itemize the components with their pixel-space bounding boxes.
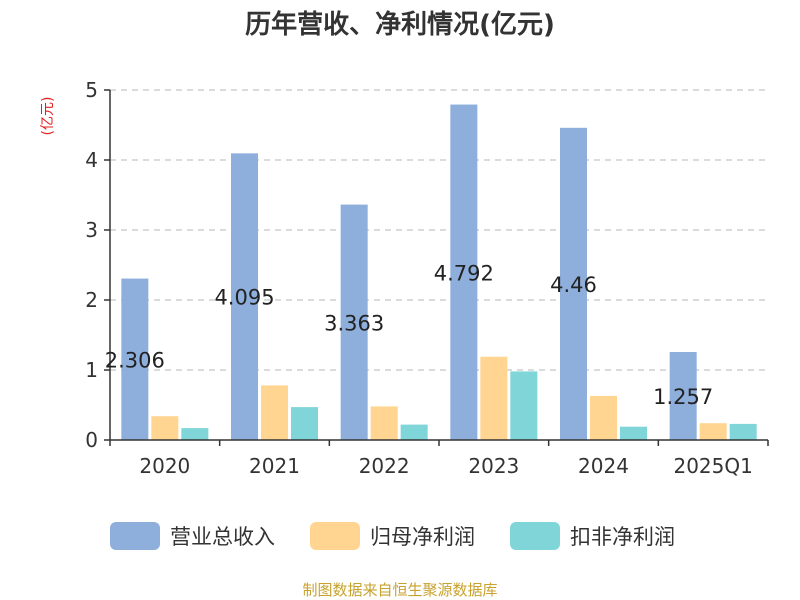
bar-series-3 bbox=[291, 407, 318, 440]
bar-series-1 bbox=[340, 204, 368, 440]
data-label: 1.257 bbox=[653, 385, 713, 409]
bar-series-3 bbox=[729, 423, 757, 440]
bar-series-3 bbox=[620, 426, 647, 440]
bar-series-1 bbox=[560, 127, 587, 441]
legend-swatch bbox=[110, 522, 160, 550]
y-tick-label: 5 bbox=[85, 78, 98, 102]
x-tick-label: 2023 bbox=[468, 454, 519, 478]
chart-title: 历年营收、净利情况(亿元) bbox=[245, 9, 555, 40]
bar-series-2 bbox=[699, 423, 727, 440]
bar-series-2 bbox=[480, 356, 508, 440]
legend-swatch bbox=[510, 522, 560, 550]
legend: 营业总收入 归母净利润 扣非净利润 bbox=[110, 522, 675, 550]
data-label: 4.46 bbox=[550, 273, 597, 297]
y-tick-label: 2 bbox=[85, 288, 98, 312]
data-label: 4.792 bbox=[434, 261, 494, 285]
data-label: 2.306 bbox=[105, 348, 165, 372]
bars bbox=[121, 104, 757, 441]
x-tick-label: 2020 bbox=[139, 454, 190, 478]
bar-series-1 bbox=[450, 104, 478, 440]
y-unit-label: (亿元) bbox=[40, 97, 56, 136]
bar-series-1 bbox=[231, 153, 258, 440]
data-label: 3.363 bbox=[324, 311, 384, 335]
bar-series-3 bbox=[181, 428, 209, 440]
bar-series-3 bbox=[510, 371, 538, 440]
bar-series-1 bbox=[669, 352, 697, 440]
legend-swatch bbox=[310, 522, 360, 550]
gridlines bbox=[110, 89, 768, 371]
bar-series-2 bbox=[590, 395, 617, 440]
x-tick-label: 2021 bbox=[249, 454, 300, 478]
data-labels: 2.306 4.095 3.363 4.792 4.46 1.257 bbox=[105, 261, 713, 409]
source-note: 制图数据来自恒生聚源数据库 bbox=[302, 581, 497, 599]
x-tick-label: 2022 bbox=[359, 454, 410, 478]
bar-series-2 bbox=[151, 416, 179, 440]
legend-label: 营业总收入 bbox=[170, 525, 275, 549]
y-tick-label: 3 bbox=[85, 218, 98, 242]
legend-label: 扣非净利润 bbox=[570, 525, 675, 549]
y-tick-label: 4 bbox=[85, 148, 98, 172]
bar-series-2 bbox=[370, 406, 398, 440]
legend-label: 归母净利润 bbox=[370, 525, 475, 549]
y-tick-label: 0 bbox=[85, 428, 98, 452]
x-tick-label: 2024 bbox=[578, 454, 629, 478]
bar-series-1 bbox=[121, 278, 149, 440]
bar-series-3 bbox=[400, 424, 428, 440]
axes: 0 1 2 3 4 5 2020 2021 2022 2023 2024 2025Q1 bbox=[85, 78, 769, 478]
data-label: 4.095 bbox=[214, 286, 274, 310]
bar-series-2 bbox=[261, 385, 288, 440]
y-tick-label: 1 bbox=[85, 358, 98, 382]
x-tick-label: 2025Q1 bbox=[673, 454, 752, 478]
